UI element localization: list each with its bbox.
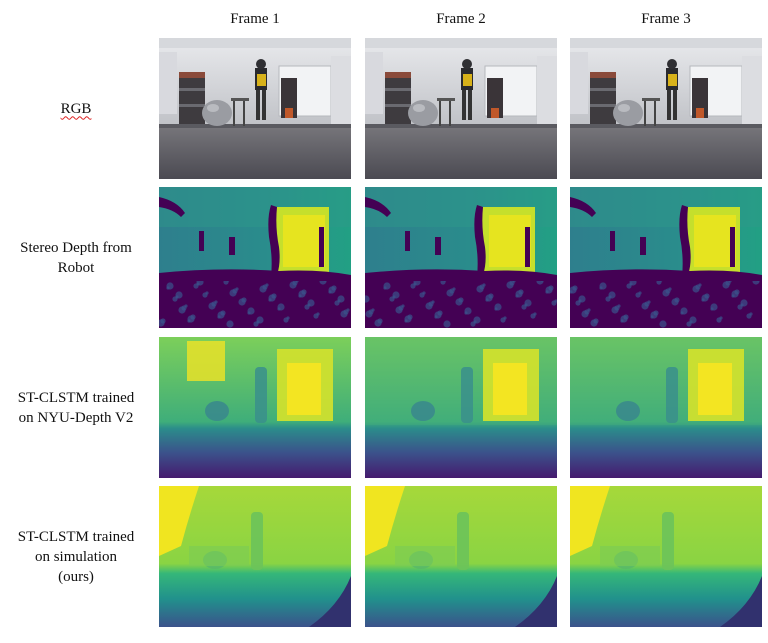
- row-label-nyu-line-2: on NYU-Depth V2: [18, 409, 134, 426]
- row-label-rgb-text: RGB: [60, 100, 92, 117]
- nyu-frame-2-graphic: [365, 337, 557, 478]
- stereo-frame-1-graphic: [159, 187, 351, 328]
- sim-frame-3-graphic: [570, 486, 762, 627]
- row-label-stereo-line-2: Robot: [57, 259, 95, 276]
- rgb-frame-2-image: [365, 38, 557, 179]
- nyu-frame-2-image: [365, 337, 557, 478]
- stereo-frame-3-image: [570, 187, 762, 328]
- column-header-frame-1: Frame 1: [230, 11, 280, 27]
- sim-frame-2-graphic: [365, 486, 557, 627]
- row-label-nyu: ST-CLSTM trained on NYU-Depth V2: [0, 337, 152, 478]
- row-label-sim-line-3: (ours): [58, 568, 94, 585]
- stereo-frame-2-graphic: [365, 187, 557, 328]
- sim-frame-1-image: [159, 486, 351, 627]
- row-label-sim: ST-CLSTM trained on simulation (ours): [0, 486, 152, 627]
- stereo-frame-1-image: [159, 187, 351, 328]
- row-label-nyu-line-1: ST-CLSTM trained: [17, 389, 135, 406]
- row-label-stereo-depth: Stereo Depth from Robot: [0, 187, 152, 328]
- sim-frame-3-image: [570, 486, 762, 627]
- nyu-frame-3-graphic: [570, 337, 762, 478]
- sim-frame-2-image: [365, 486, 557, 627]
- column-header-frame-2: Frame 2: [436, 11, 486, 27]
- stereo-frame-3-graphic: [570, 187, 762, 328]
- sim-frame-1-graphic: [159, 486, 351, 627]
- rgb-frame-1-graphic: [159, 38, 351, 179]
- stereo-frame-2-image: [365, 187, 557, 328]
- rgb-frame-3-image: [570, 38, 762, 179]
- rgb-frame-2-graphic: [365, 38, 557, 179]
- nyu-frame-1-image: [159, 337, 351, 478]
- row-label-sim-line-1: ST-CLSTM trained: [17, 528, 135, 545]
- rgb-frame-3-graphic: [570, 38, 762, 179]
- row-label-sim-line-2: on simulation: [34, 548, 118, 565]
- row-label-stereo-line-1: Stereo Depth from: [20, 239, 132, 256]
- column-header-frame-3: Frame 3: [641, 11, 691, 27]
- nyu-frame-3-image: [570, 337, 762, 478]
- row-label-rgb: RGB: [0, 38, 152, 179]
- nyu-frame-1-graphic: [159, 337, 351, 478]
- rgb-frame-1-image: [159, 38, 351, 179]
